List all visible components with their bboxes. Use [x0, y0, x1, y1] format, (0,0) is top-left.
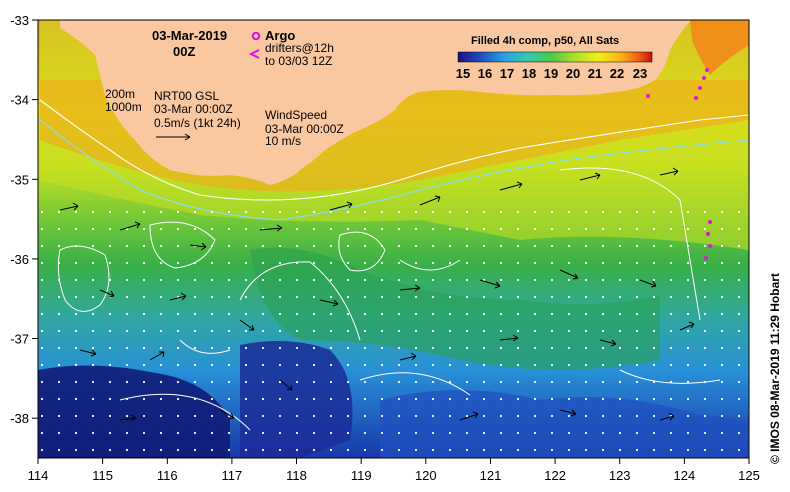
colorbar-tick: 21: [588, 66, 602, 81]
colorbar-tick: 17: [500, 66, 514, 81]
x-tick-label: 114: [28, 468, 49, 483]
y-ticks: [32, 19, 38, 419]
x-tick-label: 116: [157, 468, 178, 483]
drifters-legend-line2: to 03/03 12Z: [265, 54, 332, 68]
drifter-marker-icon: [248, 49, 260, 59]
x-tick-label: 122: [544, 468, 566, 483]
current-label-3: 0.5m/s (1kt 24h): [154, 116, 241, 130]
y-tick-label: -37: [10, 332, 29, 347]
x-ticks: [37, 458, 750, 464]
colorbar-title: Filled 4h comp, p50, All Sats: [471, 35, 619, 47]
x-tick-label: 118: [286, 468, 307, 483]
land-mass-east: [690, 20, 749, 75]
colorbar-tick: 15: [456, 66, 470, 81]
current-label-2: 03-Mar 00:00Z: [154, 102, 233, 116]
colorbar: [457, 51, 653, 63]
contour-200m: [39, 99, 749, 201]
x-tick-label: 117: [222, 468, 243, 483]
y-tick-label: -34: [10, 93, 29, 108]
colorbar-tick: 23: [633, 66, 647, 81]
wind-label-2: 03-Mar 00:00Z: [265, 122, 344, 136]
map-time: 00Z: [173, 44, 195, 59]
current-arrows: [59, 167, 695, 422]
wind-dot-field: [38, 200, 749, 458]
colorbar-tick: 19: [544, 66, 558, 81]
map-date: 03-Mar-2019: [152, 28, 227, 43]
current-label-1: NRT00 GSL: [154, 89, 219, 103]
drifters-legend-line1: drifters@12h: [265, 41, 334, 55]
colorbar-tick: 20: [566, 66, 580, 81]
x-tick-label: 121: [480, 468, 502, 483]
plot-frame: [37, 19, 750, 459]
colorbar-tick: 22: [610, 66, 624, 81]
x-tick-label: 123: [609, 468, 631, 483]
wind-label-1: WindSpeed: [265, 108, 327, 122]
contour-200m-label: 200m: [105, 87, 135, 101]
argo-legend-label: Argo: [265, 28, 295, 43]
x-tick-label: 124: [674, 468, 696, 483]
x-tick-label: 115: [92, 468, 113, 483]
drifter-tracks: [646, 68, 712, 260]
x-tick-label: 125: [738, 468, 760, 483]
x-tick-label: 119: [351, 468, 372, 483]
argo-marker-icon: [251, 31, 261, 41]
wind-label-3: 10 m/s: [265, 134, 301, 148]
y-tick-label: -35: [10, 172, 29, 187]
y-tick-label: -38: [10, 411, 29, 426]
y-tick-label: -33: [10, 13, 29, 28]
x-tick-label: 120: [415, 468, 437, 483]
colorbar-tick: 16: [478, 66, 492, 81]
colorbar-tick: 18: [522, 66, 536, 81]
current-scale-arrow-icon: [156, 133, 191, 141]
y-tick-label: -36: [10, 252, 29, 267]
credit-text: © IMOS 08-Mar-2019 11:29 Hobart: [768, 273, 782, 464]
contour-1000m-label: 1000m: [105, 100, 142, 114]
